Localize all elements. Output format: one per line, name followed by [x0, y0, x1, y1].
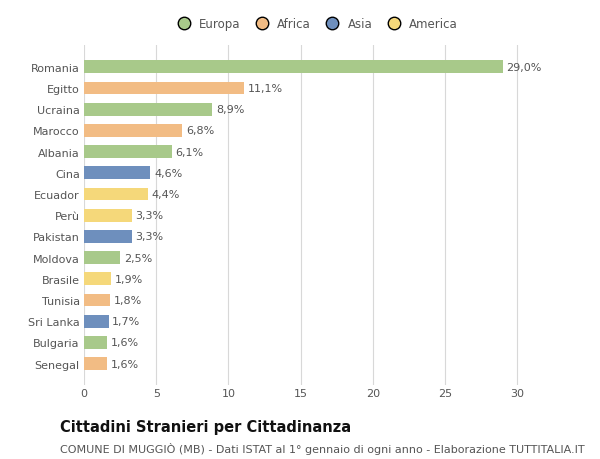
- Bar: [84, 83, 244, 95]
- Text: 2,5%: 2,5%: [124, 253, 152, 263]
- Text: 3,3%: 3,3%: [135, 211, 163, 221]
- Bar: [84, 125, 182, 138]
- Bar: [84, 209, 131, 222]
- Text: 8,9%: 8,9%: [216, 105, 244, 115]
- Text: 1,7%: 1,7%: [112, 317, 140, 326]
- Legend: Europa, Africa, Asia, America: Europa, Africa, Asia, America: [172, 18, 458, 31]
- Bar: [84, 230, 131, 243]
- Bar: [84, 252, 120, 264]
- Bar: [84, 188, 148, 201]
- Text: COMUNE DI MUGGIÒ (MB) - Dati ISTAT al 1° gennaio di ogni anno - Elaborazione TUT: COMUNE DI MUGGIÒ (MB) - Dati ISTAT al 1°…: [60, 442, 584, 454]
- Text: 4,4%: 4,4%: [151, 190, 179, 200]
- Bar: [84, 294, 110, 307]
- Text: 1,6%: 1,6%: [111, 338, 139, 347]
- Bar: [84, 146, 172, 159]
- Bar: [84, 273, 112, 285]
- Bar: [84, 167, 151, 180]
- Bar: [84, 336, 107, 349]
- Text: 6,8%: 6,8%: [186, 126, 214, 136]
- Text: 1,8%: 1,8%: [113, 295, 142, 305]
- Text: 29,0%: 29,0%: [506, 63, 542, 73]
- Text: 1,6%: 1,6%: [111, 359, 139, 369]
- Text: 6,1%: 6,1%: [176, 147, 204, 157]
- Bar: [84, 315, 109, 328]
- Bar: [84, 358, 107, 370]
- Bar: [84, 62, 503, 74]
- Text: 11,1%: 11,1%: [248, 84, 283, 94]
- Text: 1,9%: 1,9%: [115, 274, 143, 284]
- Bar: [84, 104, 212, 116]
- Text: 4,6%: 4,6%: [154, 168, 182, 179]
- Text: Cittadini Stranieri per Cittadinanza: Cittadini Stranieri per Cittadinanza: [60, 419, 351, 434]
- Text: 3,3%: 3,3%: [135, 232, 163, 242]
